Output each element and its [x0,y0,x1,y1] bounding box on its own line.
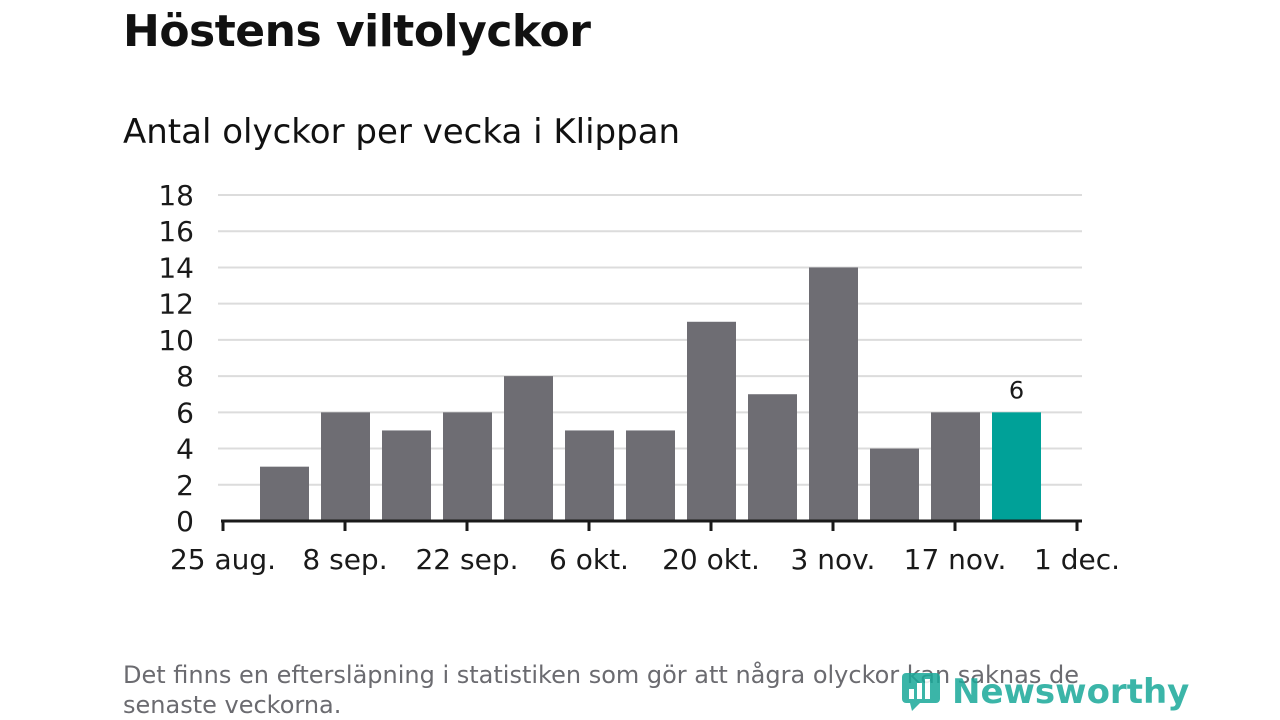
y-tick-label: 0 [176,505,194,538]
x-tick-labels: 25 aug. 8 sep. 22 sep. 6 okt. 20 okt. 3 nov. 1… [170,543,1120,576]
logo-text: Newsworthy [952,672,1190,712]
bar [382,430,431,521]
x-tick-label: 1 dec. [1034,543,1120,576]
y-tick-label: 16 [158,215,194,248]
bar [870,448,919,521]
bar-highlight [992,412,1041,521]
y-tick-label: 12 [158,288,194,321]
bar [626,430,675,521]
data-label: 6 [1009,376,1024,404]
bar [931,412,980,521]
y-tick-label: 10 [158,324,194,357]
bars [260,267,1041,521]
bar [504,376,553,521]
y-tick-label: 4 [176,433,194,466]
y-tick-label: 6 [176,396,194,429]
x-tick-label: 3 nov. [791,543,876,576]
chart-subtitle: Antal olyckor per vecka i Klippan [123,112,681,152]
x-tick-label: 17 nov. [904,543,1007,576]
bar [809,267,858,521]
newsworthy-logo: Newsworthy [900,670,1189,714]
x-tick-label: 20 okt. [662,543,760,576]
x-tick-label: 22 sep. [415,543,518,576]
y-tick-label: 18 [158,179,194,212]
bar [260,466,309,521]
x-axis [221,519,1082,531]
bar [443,412,492,521]
newsworthy-logo-icon [902,673,940,711]
y-tick-label: 2 [176,469,194,502]
x-tick-label: 8 sep. [302,543,387,576]
bar [748,394,797,521]
bar [687,321,736,521]
x-tick-label: 6 okt. [549,543,629,576]
x-tick-label: 25 aug. [170,543,276,576]
y-tick-label: 14 [158,251,194,284]
bar [565,430,614,521]
chart-title: Höstens viltolyckor [123,6,591,57]
bar [321,412,370,521]
data-labels: 6 [1009,376,1024,404]
gridlines [218,194,1082,486]
y-tick-label: 8 [176,360,194,393]
